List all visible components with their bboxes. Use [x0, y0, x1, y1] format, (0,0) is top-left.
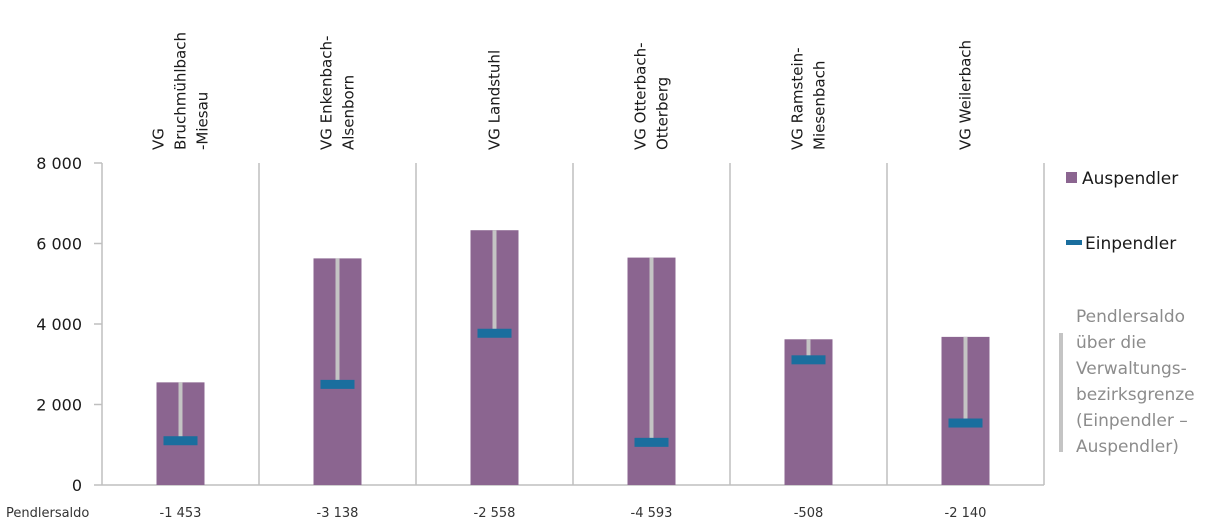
note-line: Verwaltungs- [1076, 359, 1187, 379]
einpendler-marker [320, 379, 355, 389]
note-line: Pendlersaldo [1076, 307, 1185, 327]
category-label: VG Ramstein- Miesenbach [789, 47, 829, 150]
einpendler-marker [477, 328, 512, 338]
einpendler-marker [791, 355, 826, 365]
y-tick-label: 6 000 [36, 235, 82, 254]
saldo-value: -4 593 [631, 506, 673, 521]
saldo-value: -1 453 [160, 506, 202, 521]
y-tick-label: 4 000 [36, 315, 82, 334]
einpendler-marker [634, 437, 669, 447]
category-labels: VG Bruchmühlbach -Miesau VG Enkenbach- Alsen… [150, 32, 975, 150]
y-tick-label: 2 000 [36, 396, 82, 415]
category-label: VG Landstuhl [486, 50, 504, 150]
category-label: VG Weilerbach [957, 40, 975, 150]
saldo-row-label: Pendlersaldo [6, 506, 89, 521]
plot-area [101, 163, 1045, 486]
saldo-value: -2 558 [474, 506, 516, 521]
category-label: VG Bruchmühlbach -Miesau [150, 32, 212, 150]
saldo-note: Pendlersaldo über die Verwaltungs-bezirksg… [1059, 307, 1195, 457]
einpendler-marker [948, 418, 983, 428]
y-tick-label: 8 000 [36, 154, 82, 173]
note-line: (Einpendler – [1076, 411, 1188, 431]
note-line: bezirksgrenze [1076, 385, 1195, 405]
saldo-value: -508 [794, 506, 824, 521]
einpendler-marker [163, 436, 198, 446]
note-line: über die [1076, 333, 1146, 353]
note-line: Auspendler) [1076, 437, 1179, 457]
legend: Auspendler Einpendler [1066, 169, 1178, 254]
y-axis: 0 2 000 4 000 6 000 8 000 [36, 154, 102, 495]
category-label: VG Otterbach- Otterberg [632, 43, 672, 151]
saldo-value: -2 140 [945, 506, 987, 521]
y-tick-label: 0 [72, 476, 82, 495]
legend-label-auspendler: Auspendler [1082, 169, 1178, 189]
saldo-value: -3 138 [317, 506, 359, 521]
category-label: VG Enkenbach- Alsenborn [318, 36, 358, 150]
legend-label-einpendler: Einpendler [1085, 234, 1176, 254]
legend-swatch-einpendler [1066, 240, 1082, 245]
legend-swatch-auspendler [1066, 172, 1077, 183]
saldo-row: -1 453 -3 138 -2 558 -4 593 -508 -2 140 Pendle… [6, 506, 986, 521]
